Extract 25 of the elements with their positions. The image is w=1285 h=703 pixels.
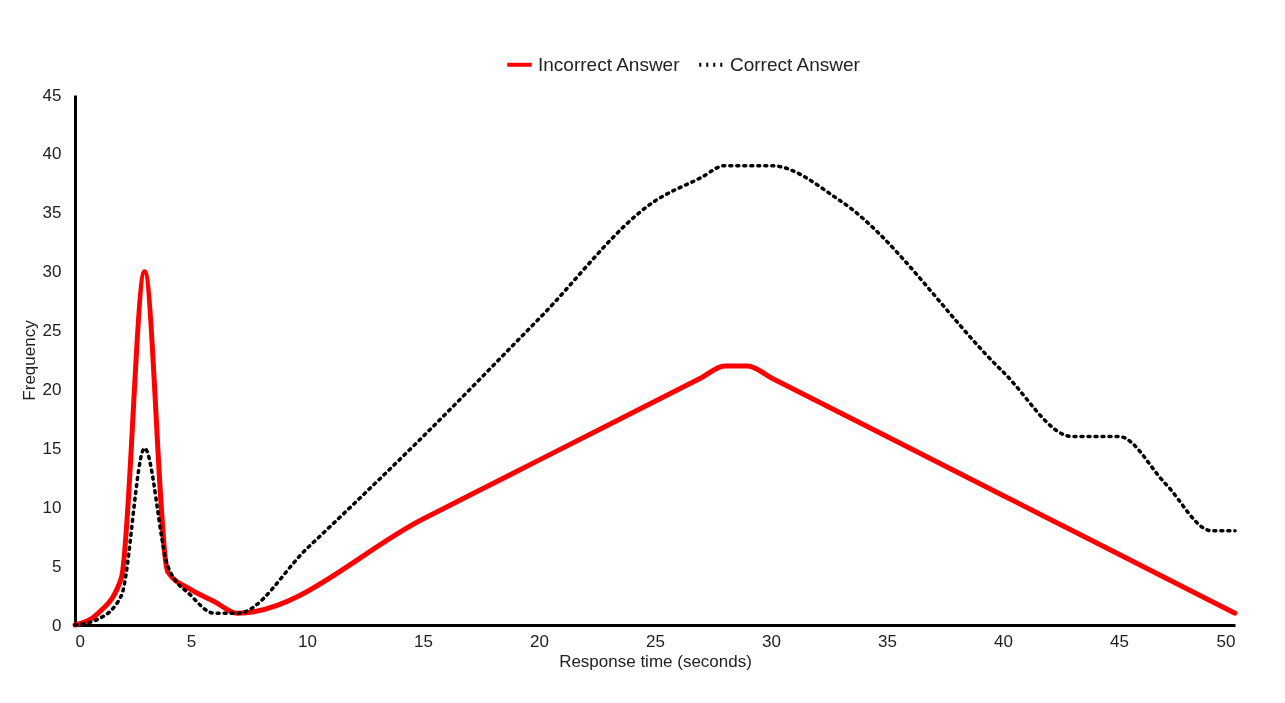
x-axis-title: Response time (seconds) [559,651,752,671]
y-tick-label: 15 [42,438,62,458]
legend-label: Incorrect Answer [538,53,681,75]
x-tick-label: 5 [186,631,197,651]
x-tick-label: 35 [878,631,897,651]
y-tick-label: 45 [42,85,62,105]
x-tick-label: 10 [298,631,317,651]
y-tick-label: 20 [42,379,62,399]
y-tick-label: 10 [42,497,62,517]
y-tick-label: 30 [42,262,62,282]
x-tick-label: 30 [762,631,781,651]
y-tick-label: 40 [42,144,62,164]
x-tick-label: 50 [1216,631,1236,651]
y-tick-label: 0 [52,615,62,635]
x-tick-label: 15 [414,631,433,651]
x-tick-label: 20 [530,631,549,651]
y-tick-label: 35 [42,203,62,223]
x-tick-label: 40 [994,631,1013,651]
x-tick-label: 25 [646,631,665,651]
y-tick-label: 5 [52,556,62,576]
legend-label: Correct Answer [730,53,861,75]
x-tick-label: 0 [75,631,85,651]
y-axis-title: Frequency [19,319,39,401]
y-tick-label: 25 [42,321,62,341]
x-tick-label: 45 [1110,631,1129,651]
